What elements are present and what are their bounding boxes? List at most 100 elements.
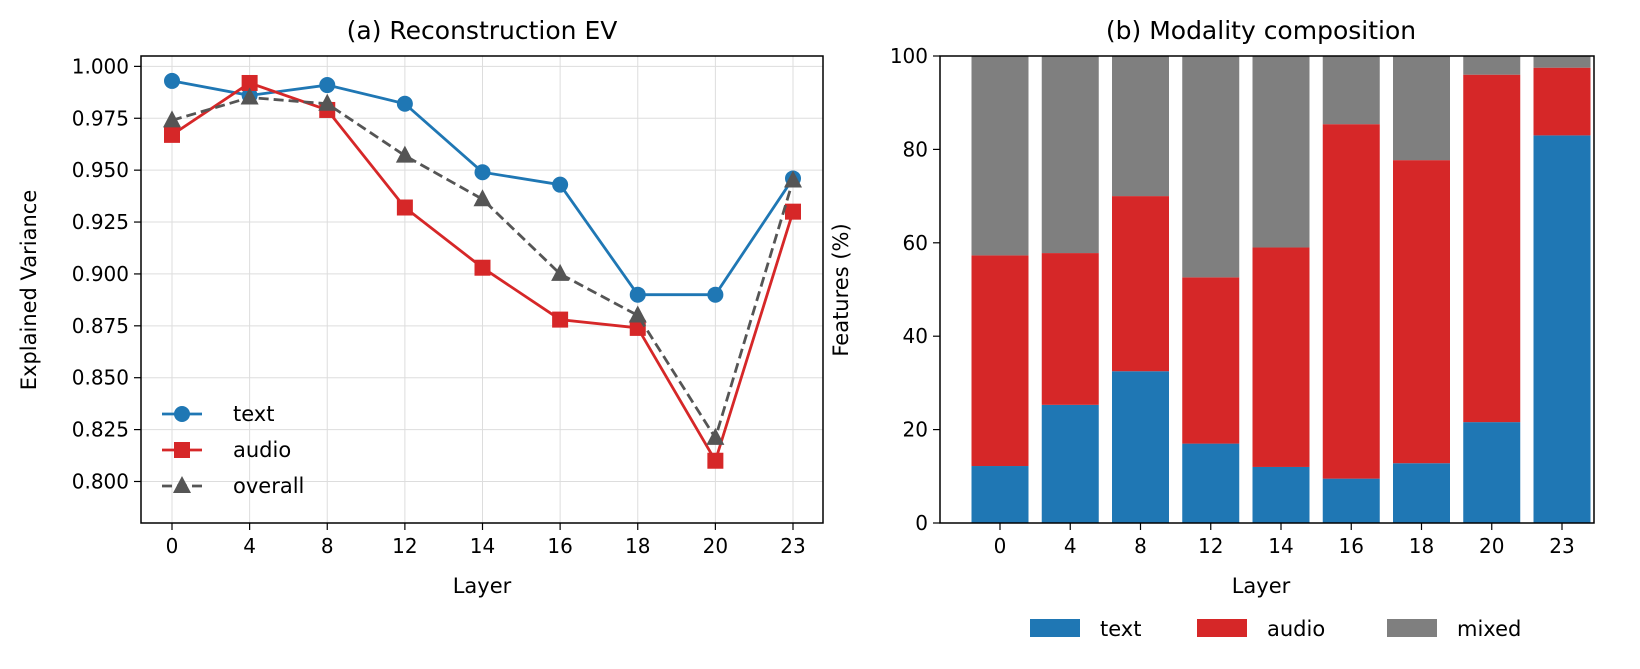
x-tick-label: 23 [780, 534, 805, 558]
data-point-overall [318, 93, 337, 111]
legend-item-audio: audio [1197, 617, 1325, 641]
data-point-overall [163, 110, 181, 128]
bar-mixed [1533, 56, 1591, 68]
x-tick-label: 20 [703, 534, 728, 558]
x-tick-label: 12 [392, 534, 417, 558]
bar-mixed [1182, 56, 1240, 278]
data-point-overall [706, 427, 725, 445]
bar-text [1112, 371, 1169, 523]
y-tick-label: 0.875 [72, 314, 129, 338]
legend-label: text [1100, 617, 1141, 641]
legend-label: audio [1267, 617, 1325, 641]
y-tick-label: 40 [903, 324, 928, 348]
legend-swatch [1030, 619, 1080, 637]
y-tick-label: 0.825 [72, 418, 129, 442]
x-tick-label: 16 [1339, 534, 1364, 558]
x-tick-label: 23 [1549, 534, 1574, 558]
data-point-audio [785, 203, 801, 220]
bar-audio [1252, 247, 1310, 467]
legend-item-text: text [162, 402, 274, 426]
bar-mixed [1393, 56, 1450, 161]
legend-marker [174, 406, 190, 422]
legend-item-overall: overall [162, 474, 304, 498]
y-tick-label: 0.900 [72, 262, 129, 286]
chart-title: (b) Modality composition [1106, 16, 1416, 45]
series-overall [163, 87, 802, 445]
y-tick-label: 80 [903, 137, 928, 161]
x-tick-label: 14 [1268, 534, 1293, 558]
bar-mixed [1041, 56, 1099, 254]
x-tick-label: 18 [625, 534, 650, 558]
legend-swatch [1387, 619, 1437, 637]
x-axis-label: Layer [453, 574, 512, 598]
data-point-text [629, 286, 646, 303]
legend-label: text [233, 402, 274, 426]
y-tick-label: 20 [903, 418, 928, 442]
x-tick-label: 4 [243, 534, 256, 558]
bars-layer [971, 56, 1591, 523]
data-point-text [552, 176, 569, 193]
bar-text [1463, 422, 1521, 523]
legend-marker [173, 476, 191, 493]
data-point-audio [164, 126, 180, 143]
data-point-overall [628, 305, 647, 323]
legend-marker [174, 442, 190, 458]
bar-text [1182, 443, 1240, 523]
bar-audio [971, 255, 1029, 467]
bar-audio [1393, 160, 1450, 464]
legend: text audio mixed [1030, 617, 1521, 641]
x-axis: 0 4 8 12 14 16 18 20 23 [166, 523, 806, 558]
data-point-text [319, 77, 336, 94]
x-tick-label: 4 [1064, 534, 1077, 558]
y-axis-label: Features (%) [829, 223, 853, 356]
data-point-audio [707, 452, 724, 469]
bar-text [971, 466, 1029, 523]
legend-item-mixed: mixed [1387, 617, 1521, 641]
y-tick-label: 0.925 [72, 210, 129, 234]
data-point-audio [241, 74, 258, 91]
data-point-overall [240, 87, 259, 105]
y-tick-label: 0.950 [72, 158, 129, 182]
data-point-audio [552, 311, 569, 328]
y-tick-label: 0.800 [72, 469, 129, 493]
x-axis-label: Layer [1232, 574, 1291, 598]
data-point-text [707, 286, 724, 303]
x-tick-label: 8 [1134, 534, 1147, 558]
x-tick-label: 14 [470, 534, 495, 558]
legend-item-audio: audio [162, 438, 291, 462]
bar-text [1393, 463, 1450, 523]
data-point-overall [551, 263, 570, 281]
bar-audio [1112, 196, 1169, 372]
chart-title: (a) Reconstruction EV [347, 16, 618, 45]
legend-item-text: text [1030, 617, 1141, 641]
bar-mixed [1322, 56, 1380, 125]
x-tick-label: 20 [1479, 534, 1504, 558]
y-tick-label: 1.000 [72, 54, 129, 78]
y-tick-label: 100 [890, 44, 928, 68]
y-tick-label: 0 [915, 511, 928, 535]
bar-audio [1533, 67, 1591, 136]
y-axis: 0.800 0.825 0.850 0.875 0.900 0.925 0.950 0.975… [72, 54, 141, 493]
x-axis: 0 4 8 12 14 16 18 20 23 [994, 523, 1575, 558]
y-axis: 0 20 40 60 80 100 [890, 44, 940, 535]
x-tick-label: 8 [321, 534, 334, 558]
y-axis-label: Explained Variance [17, 190, 41, 391]
x-tick-label: 18 [1409, 534, 1434, 558]
bar-audio [1322, 124, 1380, 479]
legend-label: overall [233, 474, 304, 498]
bar-mixed [971, 56, 1029, 256]
series-line-overall [171, 96, 795, 442]
y-tick-label: 60 [903, 231, 928, 255]
bar-audio [1041, 253, 1099, 405]
y-tick-label: 0.975 [72, 106, 129, 130]
x-tick-label: 12 [1198, 534, 1223, 558]
legend-label: mixed [1457, 617, 1521, 641]
y-tick-label: 0.850 [72, 366, 129, 390]
legend-swatch [1197, 619, 1247, 637]
bar-text [1533, 135, 1591, 523]
data-point-text [164, 72, 180, 89]
data-point-audio [396, 199, 413, 216]
bar-text [1322, 478, 1380, 523]
data-point-overall [473, 189, 492, 207]
